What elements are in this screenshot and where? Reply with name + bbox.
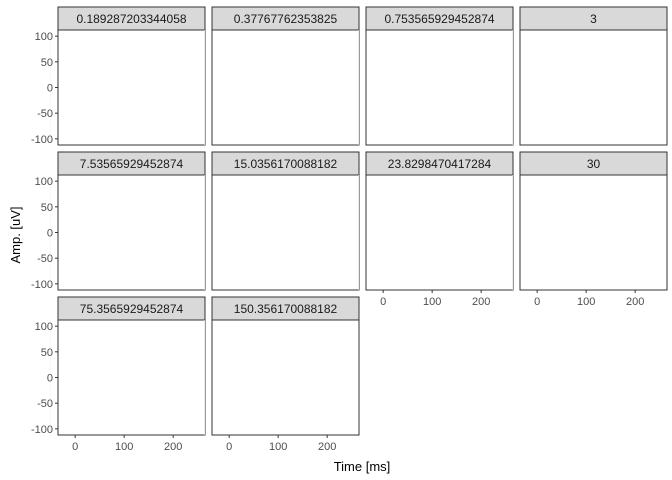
x-tick-label: 0 [380, 296, 386, 308]
y-tick-label: -100 [31, 424, 53, 436]
panel-border [57, 174, 206, 291]
facet-strip-label: 0.189287203344058 [76, 12, 186, 26]
y-tick-label: 100 [35, 176, 53, 188]
y-axis-label: Amp. [uV] [8, 206, 23, 263]
y-tick-label: 50 [41, 202, 53, 214]
facet-strip-label: 15.0356170088182 [234, 157, 338, 171]
panel-border [211, 174, 360, 291]
panel-border [519, 174, 668, 291]
panel-border [211, 29, 360, 146]
facet-7: 23.8298470417284 0 100 200 [358, 151, 514, 308]
facet-strip-label: 0.37767762353825 [234, 12, 338, 26]
y-tick-label: -100 [31, 134, 53, 146]
panel-border [365, 29, 514, 146]
facet-strip-label: 3 [590, 12, 597, 26]
facet-strip-label: 0.753565929452874 [384, 12, 494, 26]
y-tick-label: 100 [35, 31, 53, 43]
x-tick-label: 200 [318, 441, 336, 453]
x-tick-label: 0 [226, 441, 232, 453]
x-tick-label: 200 [626, 296, 644, 308]
facet-5: 7.53565929452874 -100 -50 0 50 100 [31, 151, 206, 291]
facet-strip-label: 23.8298470417284 [388, 157, 492, 171]
facet-strip-label: 150.356170088182 [234, 302, 338, 316]
y-tick-label: 100 [35, 321, 53, 333]
y-tick-label: -50 [37, 108, 53, 120]
y-tick-label: 0 [47, 228, 53, 240]
y-tick-label: 0 [47, 83, 53, 95]
facet-strip-label: 75.3565929452874 [80, 302, 184, 316]
y-tick-label: -50 [37, 398, 53, 410]
x-tick-label: 200 [472, 296, 490, 308]
x-tick-label: 0 [72, 441, 78, 453]
panel-border [519, 29, 668, 146]
panel-border [211, 319, 360, 436]
facet-6: 15.0356170088182 [204, 151, 360, 291]
x-tick-label: 100 [269, 441, 287, 453]
facet-2: 0.37767762353825 [204, 6, 360, 146]
y-tick-label: 0 [47, 373, 53, 385]
y-tick-label: -50 [37, 253, 53, 265]
x-tick-label: 100 [115, 441, 133, 453]
facet-10: 150.356170088182 0 100 200 [204, 296, 360, 453]
y-tick-label: -100 [31, 279, 53, 291]
facet-1: 0.189287203344058 -100 -50 0 50 100 [31, 6, 206, 146]
x-tick-label: 100 [423, 296, 441, 308]
y-tick-label: 50 [41, 347, 53, 359]
x-tick-label: 0 [534, 296, 540, 308]
x-tick-label: 100 [577, 296, 595, 308]
facet-8: 30 0 100 200 [512, 151, 668, 308]
panel-border [57, 319, 206, 436]
facet-strip-label: 30 [587, 157, 601, 171]
panel-border [365, 174, 514, 291]
facet-panels: 0.189287203344058 -100 -50 0 50 100 0.37767762… [31, 6, 668, 453]
facet-4: 3 [512, 6, 668, 146]
panel-border [57, 29, 206, 146]
y-tick-label: 50 [41, 57, 53, 69]
x-axis-label: Time [ms] [334, 459, 391, 474]
facet-strip-label: 7.53565929452874 [80, 157, 184, 171]
facet-9: 75.3565929452874 -100 -50 0 50 100 0 100 200 [31, 296, 206, 453]
x-tick-label: 200 [164, 441, 182, 453]
facet-3: 0.753565929452874 [358, 6, 514, 146]
